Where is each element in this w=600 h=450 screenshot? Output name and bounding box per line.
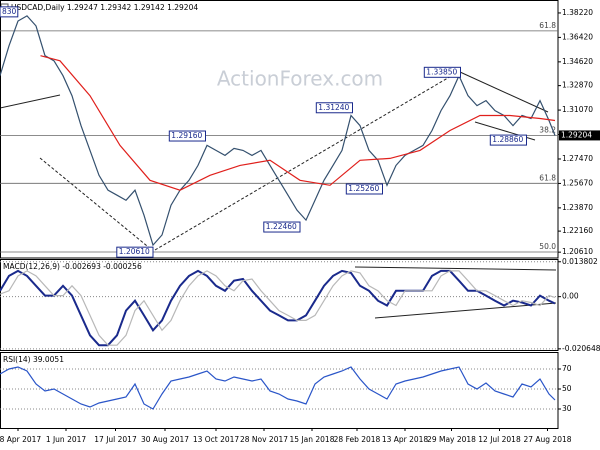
price-label: 1.28860 bbox=[492, 135, 523, 144]
y-tick-label: 1.20610 bbox=[562, 247, 593, 256]
x-tick-label: 30 Aug 2017 bbox=[141, 435, 189, 444]
x-tick-label: 13 Oct 2017 bbox=[193, 435, 240, 444]
y-tick-label: 1.27470 bbox=[562, 154, 593, 163]
x-tick-label: 17 Jul 2017 bbox=[94, 435, 137, 444]
last-price-tag bbox=[559, 130, 600, 141]
fib-label: 50.0 bbox=[539, 242, 556, 251]
price-label: 1.29160 bbox=[171, 131, 202, 140]
price-box bbox=[0, 6, 19, 18]
trend-line bbox=[39, 157, 153, 251]
y-tick-label: 50 bbox=[562, 384, 572, 393]
macd-panel bbox=[0, 259, 559, 351]
price-box bbox=[315, 102, 353, 114]
x-tick-label: 29 May 2018 bbox=[427, 435, 476, 444]
watermark: ActionForex.com bbox=[217, 67, 383, 91]
series-line bbox=[0, 366, 556, 410]
price-box bbox=[345, 183, 383, 195]
x-tick-label: 27 Aug 2018 bbox=[523, 435, 571, 444]
y-tick-label: 1.34620 bbox=[562, 57, 593, 66]
price-label: 1.22460 bbox=[266, 222, 297, 231]
x-tick-label: 15 Jan 2018 bbox=[290, 435, 335, 444]
chart-title: USDCAD,Daily 1.29247 1.29342 1.29142 1.2… bbox=[11, 3, 198, 12]
x-tick-label: 28 Feb 2018 bbox=[334, 435, 381, 444]
last-price-label: 1.29204 bbox=[561, 130, 592, 139]
y-tick-label: 1.32870 bbox=[562, 81, 593, 90]
rsi-title: RSI(14) 39.0051 bbox=[3, 355, 64, 364]
price-label: 1.31240 bbox=[318, 103, 349, 112]
rsi-panel bbox=[0, 352, 559, 429]
y-tick-label: 0.00 bbox=[562, 292, 579, 301]
series-line bbox=[40, 55, 556, 191]
price-box bbox=[116, 246, 154, 258]
y-tick-label: 1.31070 bbox=[562, 105, 593, 114]
y-tick-label: 0.013802 bbox=[562, 257, 598, 266]
y-tick-label: 1.36420 bbox=[562, 32, 593, 41]
price-label: 1.25260 bbox=[348, 184, 379, 193]
trend-line bbox=[374, 302, 557, 319]
x-tick-label: 1 Jun 2017 bbox=[46, 435, 87, 444]
x-tick-label: 12 Jul 2018 bbox=[478, 435, 521, 444]
series-line bbox=[0, 269, 556, 347]
price-box bbox=[263, 221, 301, 233]
y-tick-label: 1.25670 bbox=[562, 178, 593, 187]
trend-line bbox=[459, 71, 549, 113]
y-tick-label: 1.23870 bbox=[562, 203, 593, 212]
y-tick-label: 1.22160 bbox=[562, 226, 593, 235]
fib-label: 61.8 bbox=[539, 173, 556, 182]
price-box bbox=[168, 130, 207, 142]
y-tick-label: 30 bbox=[562, 404, 572, 413]
y-tick-label: -0.020648 bbox=[562, 344, 600, 353]
x-tick-label: 28 Nov 2017 bbox=[240, 435, 288, 444]
price-box bbox=[423, 66, 461, 78]
price-panel bbox=[0, 0, 559, 259]
y-tick-label: 70 bbox=[562, 364, 572, 373]
x-tick-label: 18 Apr 2017 bbox=[0, 435, 41, 444]
price-label: 830 bbox=[2, 7, 17, 16]
series-line bbox=[0, 270, 556, 346]
series-line bbox=[0, 15, 556, 247]
trend-line bbox=[154, 71, 459, 251]
fib-label: 38.2 bbox=[539, 125, 556, 134]
trend-line bbox=[0, 94, 61, 109]
price-box bbox=[489, 134, 527, 146]
y-tick-label: 1.38220 bbox=[562, 8, 593, 17]
x-tick-label: 13 Apr 2018 bbox=[382, 435, 429, 444]
trend-line bbox=[354, 266, 557, 271]
fib-label: 61.8 bbox=[539, 21, 556, 30]
macd-title: MACD(12,26,9) -0.002693 -0.000256 bbox=[3, 262, 142, 271]
price-label: 1.20610 bbox=[119, 247, 150, 256]
price-label: 1.33850 bbox=[426, 67, 457, 76]
